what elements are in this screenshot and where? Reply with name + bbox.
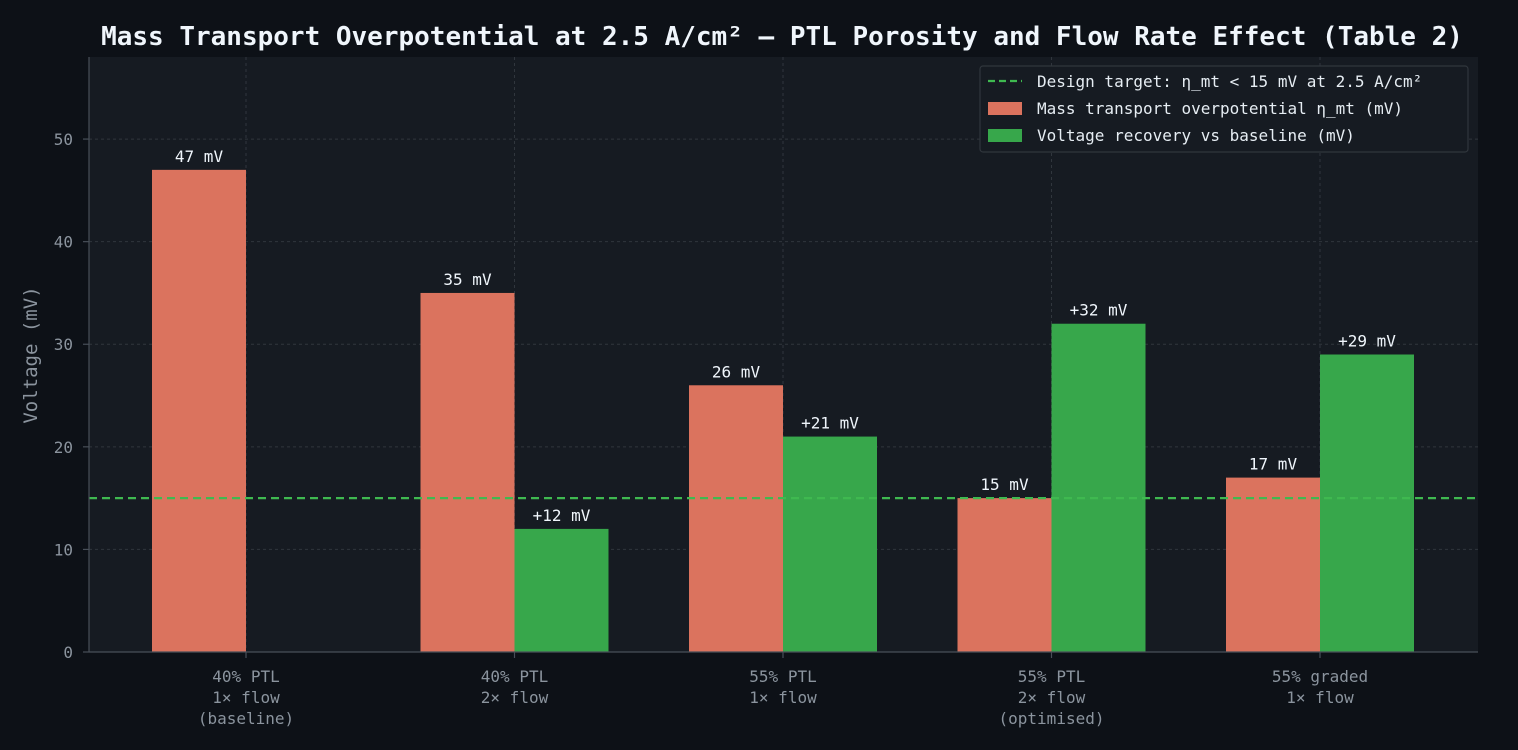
data-labels: 47 mV 35 mV 26 mV 15 mV 17 mV +12 mV +21 mV +32… — [175, 147, 1396, 525]
bar-voltage-recovery — [783, 436, 877, 652]
legend-item-voltage-recovery-swatch — [988, 129, 1022, 142]
bar-overpotential — [689, 385, 783, 652]
bar-overpotential — [420, 292, 515, 652]
axes: 0 10 20 30 40 50 40% PTL 1× flow (baseline) 40% P… — [54, 57, 1478, 728]
x-tick-label: 55% PTL 1× flow — [749, 667, 817, 707]
x-tick-label: 40% PTL 1× flow (baseline) — [198, 667, 294, 728]
data-label: +12 mV — [533, 506, 591, 525]
data-label: +29 mV — [1338, 332, 1396, 351]
bar-overpotential — [152, 169, 246, 652]
bar-voltage-recovery — [1051, 323, 1146, 652]
bar-overpotential — [957, 498, 1052, 652]
y-tick-label: 20 — [54, 438, 73, 457]
x-tick-label: 40% PTL 2× flow — [481, 667, 549, 707]
data-label: +32 mV — [1070, 301, 1128, 320]
legend: Design target: η_mt < 15 mV at 2.5 A/cm²… — [979, 65, 1469, 153]
legend-item-overpotential-swatch — [988, 102, 1022, 115]
bars — [152, 169, 1414, 652]
data-label: 15 mV — [980, 475, 1029, 494]
y-tick-label: 40 — [54, 233, 73, 252]
data-label: 47 mV — [175, 147, 224, 166]
chart-title: Mass Transport Overpotential at 2.5 A/cm… — [101, 22, 1463, 52]
bar-overpotential — [1226, 477, 1320, 652]
legend-item-overpotential-label: Mass transport overpotential η_mt (mV) — [1037, 99, 1403, 118]
y-axis-label: Voltage (mV) — [20, 286, 42, 423]
y-tick-label: 10 — [54, 540, 73, 559]
x-tick-label: 55% PTL 2× flow (optimised) — [999, 667, 1105, 728]
data-label: 26 mV — [712, 362, 761, 381]
bar-voltage-recovery — [514, 528, 609, 652]
legend-item-voltage-recovery-label: Voltage recovery vs baseline (mV) — [1037, 126, 1355, 145]
legend-box — [979, 65, 1469, 153]
y-tick-label: 50 — [54, 130, 73, 149]
data-label: 17 mV — [1249, 455, 1298, 474]
data-label: +21 mV — [801, 414, 859, 433]
bar-voltage-recovery — [1320, 354, 1414, 652]
data-label: 35 mV — [443, 270, 492, 289]
y-tick-label: 30 — [54, 335, 73, 354]
legend-item-design-target-label: Design target: η_mt < 15 mV at 2.5 A/cm² — [1037, 72, 1422, 91]
x-tick-label: 55% graded 1× flow — [1272, 667, 1368, 707]
y-tick-label: 0 — [63, 643, 73, 662]
